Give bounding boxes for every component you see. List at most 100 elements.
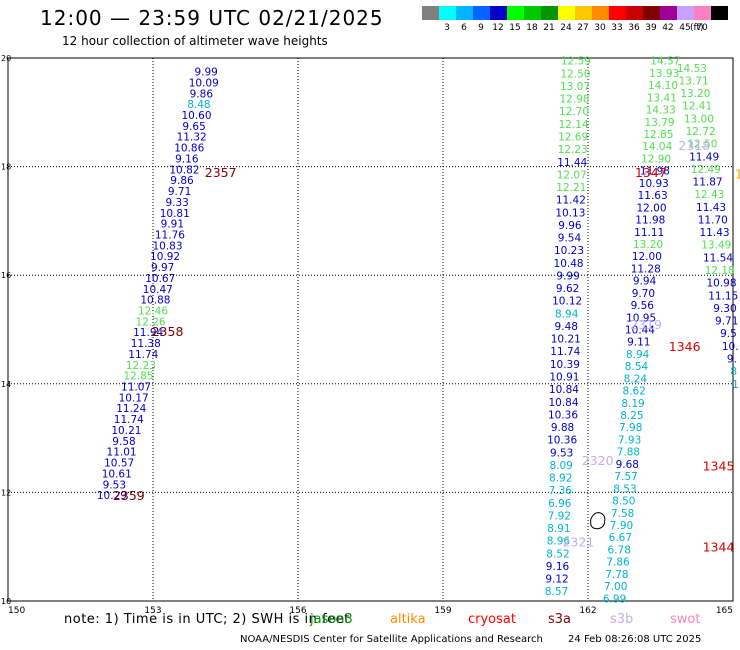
wave-height-value: 12.72 — [686, 126, 716, 138]
wave-height-value: 8.48 — [187, 99, 210, 111]
longitude-label: 159 — [434, 606, 451, 616]
wave-height-value: 7.00 — [604, 581, 627, 593]
wave-height-value: 10.21 — [111, 425, 141, 437]
wave-height-value: 9.86 — [170, 175, 194, 187]
wave-height-value: 12.23 — [126, 360, 156, 372]
legend-swatch — [456, 6, 473, 20]
wave-height-value: 7.90 — [610, 520, 633, 532]
wave-height-value: 11.43 — [700, 227, 730, 239]
wave-height-value: 10.61 — [102, 468, 132, 480]
wave-height-value: 10.88 — [140, 295, 170, 307]
latitude-label: 16 — [1, 271, 11, 280]
pass-time-label: 2357 — [205, 165, 237, 180]
wave-height-value: 11.76 — [155, 229, 185, 241]
pass-time-label: 2320 — [582, 453, 614, 468]
wave-height-value: 11.24 — [116, 403, 146, 415]
legend-label: 45 — [679, 23, 691, 33]
pass-time-label: 1345 — [703, 458, 735, 473]
pass-time-label: 2359 — [113, 488, 145, 503]
wave-height-value: 7.93 — [618, 434, 641, 446]
map-grid: 150 153 156 159 162 165 20 18 16 14 12 10 — [1, 54, 734, 616]
wave-height-value: 12.70 — [559, 106, 589, 118]
wave-height-value: 8.50 — [612, 496, 635, 508]
wave-height-value: 9.30 — [713, 303, 736, 315]
wave-height-value: 12.18 — [705, 265, 735, 277]
wave-height-value: 9.71 — [715, 316, 738, 328]
wave-height-value: 10.21 — [551, 334, 581, 346]
wave-height-value: 11.63 — [638, 190, 668, 202]
wave-height-value: 8.52 — [546, 548, 569, 560]
wave-height-value: 10.86 — [174, 143, 204, 155]
wave-height-value: 9.71 — [168, 186, 191, 198]
wave-height-value: 8.94 — [555, 308, 579, 320]
wave-height-value: 11.11 — [634, 227, 664, 239]
wave-height-value: 9.68 — [616, 459, 639, 471]
wave-height-value: 10.82 — [169, 164, 199, 176]
latitude-label: 10 — [1, 597, 11, 606]
wave-height-value: 10.84 — [548, 397, 578, 409]
wave-height-value: 7.58 — [611, 508, 634, 520]
wave-height-value: 14.57 — [650, 56, 680, 68]
legend-swatch — [660, 6, 677, 20]
wave-height-value: 11.42 — [556, 195, 586, 207]
wave-height-value: 7.92 — [548, 510, 571, 522]
island-outline-path — [590, 512, 606, 530]
legend-swatch — [439, 6, 456, 20]
wave-height-value: 14.10 — [648, 80, 678, 92]
credits-text: NOAA/NESDIS Center for Satellite Applica… — [240, 634, 543, 645]
legend-swatch — [711, 6, 728, 20]
wave-height-value: 10.48 — [554, 258, 584, 270]
wave-height-value: 11.43 — [696, 202, 726, 214]
wave-height-value: 12.46 — [138, 305, 168, 317]
legend-label: 33 — [611, 23, 623, 33]
legend-swatch — [422, 6, 439, 20]
satellite-legend-s3b: s3b — [610, 612, 634, 627]
wave-height-value: 10.44 — [625, 325, 655, 337]
wave-height-value: 7.86 — [606, 557, 630, 569]
wave-height-value: 6.78 — [608, 544, 631, 556]
pass-time-label: 2358 — [152, 324, 184, 339]
wave-height-value: 10.60 — [181, 110, 211, 122]
wave-height-value: 11.07 — [121, 382, 151, 394]
wave-height-labels: 9.9910.099.868.4810.609.6511.3210.869.16… — [97, 56, 740, 606]
wave-height-value: 9.54 — [558, 233, 582, 245]
wave-height-value: 9.16 — [546, 561, 570, 573]
wave-height-value: 10.84 — [549, 384, 579, 396]
legend-swatch — [507, 6, 524, 20]
wave-height-value: 9.94 — [633, 276, 657, 288]
wave-height-value: 9.62 — [556, 283, 579, 295]
pass-time-label: 1346 — [669, 339, 701, 354]
wave-height-value: 9.91 — [161, 219, 184, 231]
wave-height-value: 12.00 — [636, 202, 666, 214]
wave-height-value: 11.87 — [693, 177, 723, 189]
wave-height-value: 10.12 — [552, 296, 582, 308]
wave-height-value: 9.99 — [556, 270, 579, 282]
wave-height-value: 10.57 — [104, 458, 134, 470]
legend-swatch — [643, 6, 660, 20]
wave-height-value: 9.16 — [175, 153, 199, 165]
wave-height-value: 7.98 — [619, 422, 642, 434]
latitude-label: 20 — [1, 54, 11, 63]
pass-time-label: 2318 — [678, 138, 710, 153]
wave-height-value: 7.78 — [605, 569, 628, 581]
legend-swatch — [490, 6, 507, 20]
latitude-label: 14 — [1, 380, 11, 389]
legend-unit: (ft) — [690, 23, 704, 33]
wave-height-value: 8.24 — [624, 373, 648, 385]
pass-time-label: 2321 — [562, 534, 594, 549]
wave-height-value: 12.00 — [632, 251, 662, 263]
wave-height-value: 7.88 — [617, 447, 640, 459]
satellite-legend-altika: altika — [390, 612, 426, 627]
wave-height-value: 13.00 — [684, 113, 714, 125]
wave-height-value: 8.54 — [625, 361, 649, 373]
wave-height-value: 10.29 — [97, 490, 127, 502]
wave-height-value: 8.19 — [621, 398, 644, 410]
wave-height-value: 9.65 — [182, 121, 205, 133]
legend-label: 36 — [628, 23, 640, 33]
legend-label: 42 — [662, 23, 674, 33]
wave-height-value: 10.83 — [152, 240, 182, 252]
legend-swatch — [609, 6, 626, 20]
wave-height-value: 10.36 — [548, 409, 578, 421]
wave-height-value: 10.98 — [706, 278, 736, 290]
wave-height-value: 9.33 — [165, 197, 188, 209]
